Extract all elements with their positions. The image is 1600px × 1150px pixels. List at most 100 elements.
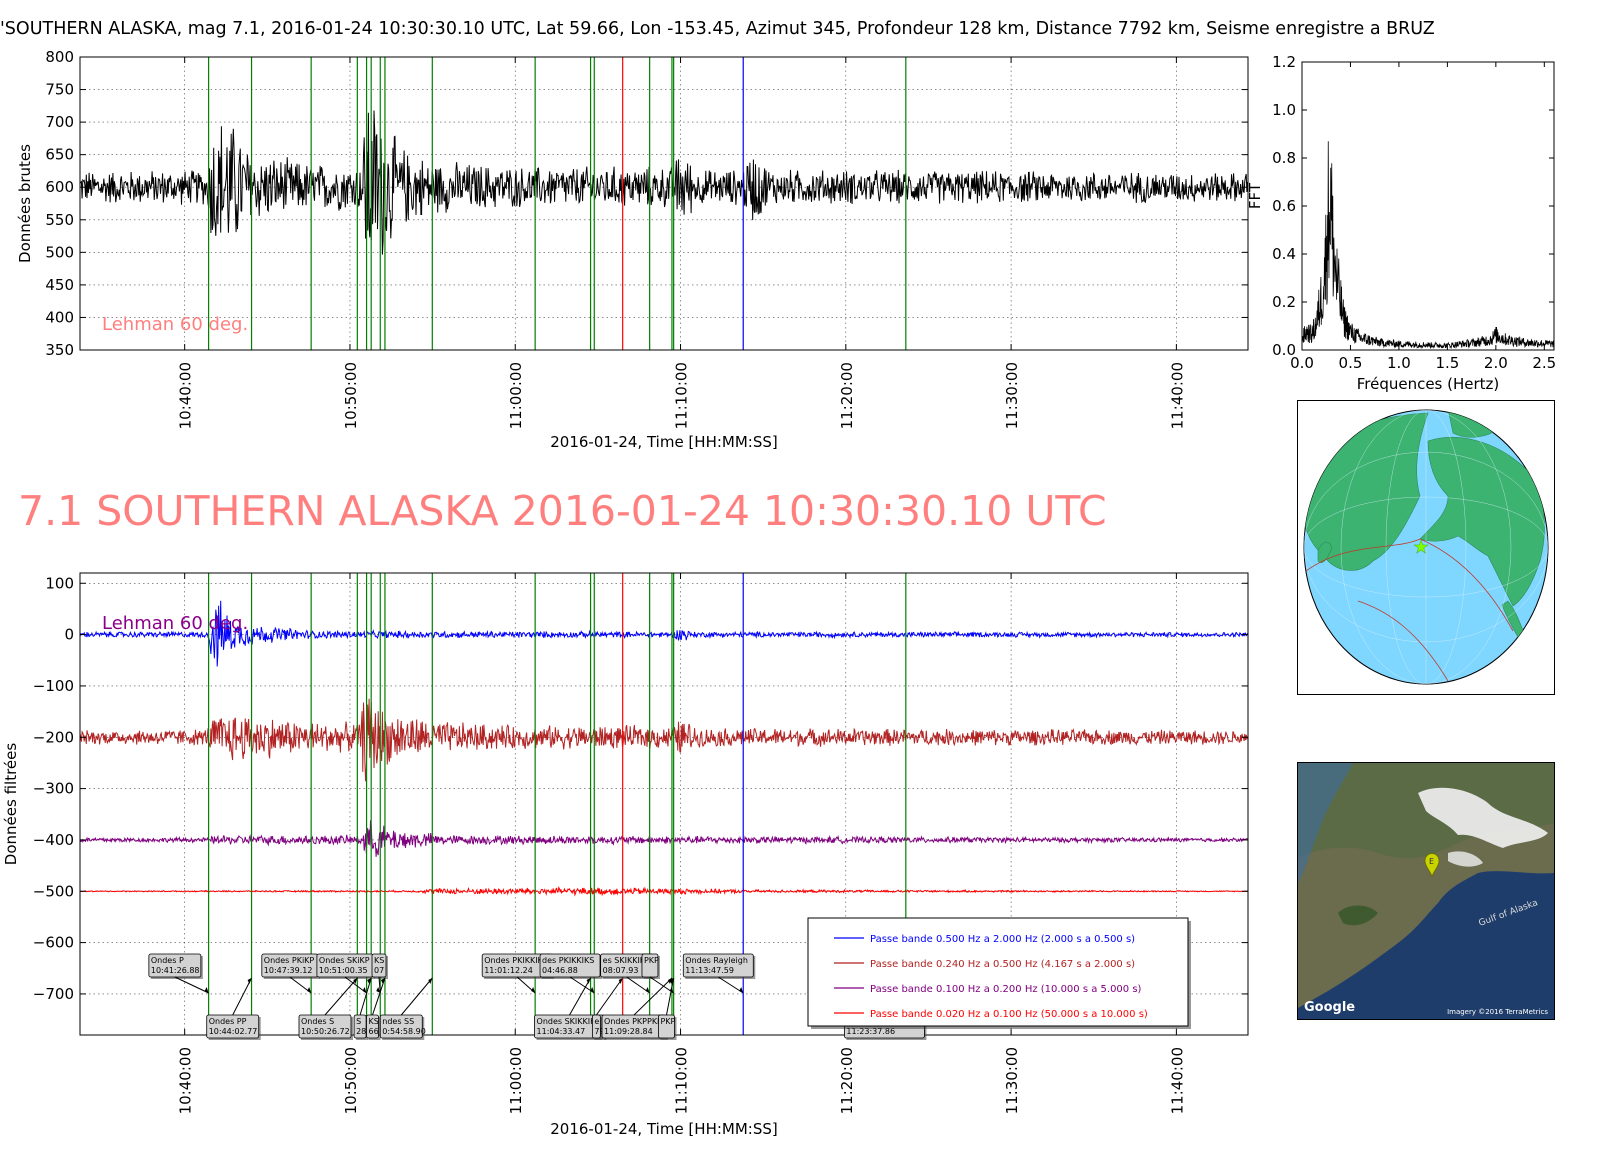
fft-x-tick-label: 0.0 (1290, 354, 1314, 372)
x-tick-label: 10:50:00 (342, 362, 360, 429)
y-tick-label: −700 (33, 985, 74, 1003)
satellite-map: Gulf of Alaska E Google Imagery ©2016 Te… (1298, 763, 1554, 1019)
waveform-series-2 (80, 698, 1248, 782)
legend: Passe bande 0.500 Hz a 2.000 Hz (2.000 s… (807, 917, 1191, 1029)
phase-label-time: 10:50:26.72 (301, 1027, 350, 1036)
x-tick-label: 11:10:00 (673, 1047, 691, 1114)
phase-label-time: 0:54:58.90 (382, 1027, 426, 1036)
y-tick-label: −400 (33, 831, 74, 849)
x-tick-label: 11:20:00 (838, 362, 856, 429)
svg-text:E: E (1429, 857, 1434, 866)
waveform-series-4 (80, 885, 1248, 897)
phase-label-9: ndes SS0:54:58.90 (379, 977, 433, 1040)
x-tick-label: 11:20:00 (838, 1047, 856, 1114)
phase-label-time: 28 (356, 1027, 366, 1036)
y-tick-label: 100 (45, 574, 74, 592)
fft-curve (1302, 141, 1554, 350)
fft-y-tick-label: 0.4 (1272, 245, 1296, 263)
x-axis-label: 2016-01-24, Time [HH:MM:SS] (550, 1120, 777, 1138)
y-tick-label: −200 (33, 728, 74, 746)
phase-label-name: Ondes S (301, 1017, 334, 1026)
y-tick-label: 400 (45, 308, 74, 326)
location-marker-icon: E (1424, 853, 1440, 878)
x-tick-label: 11:40:00 (1168, 1047, 1186, 1114)
fft-y-axis-label: FFT (1246, 182, 1264, 209)
globe-panel: ★ (1297, 400, 1555, 695)
x-tick-label: 10:40:00 (177, 1047, 195, 1114)
imagery-credit: Imagery ©2016 TerraMetrics (1447, 1008, 1548, 1016)
phase-label-time: 07 (374, 966, 384, 975)
phase-label-15: PKP (641, 953, 674, 994)
y-tick-label: −600 (33, 934, 74, 952)
x-axis-label: 2016-01-24, Time [HH:MM:SS] (550, 433, 777, 451)
y-tick-label: 450 (45, 276, 74, 294)
phase-label-time: 10:47:39.12 (264, 966, 313, 975)
legend-entry: Passe bande 0.020 Hz a 0.100 Hz (50.000 … (870, 1009, 1148, 1020)
waveform-series-1 (80, 110, 1248, 255)
star-icon: ★ (1413, 537, 1429, 558)
fft-x-axis-label: Fréquences (Hertz) (1357, 375, 1500, 393)
phase-label-name: Ondes SKiKP (319, 956, 370, 965)
raw-seismogram-chart: 10:40:00 10:50:00 11:00:00 11:10:00 11:20:00… (16, 48, 1249, 451)
y-axis-label: Données filtrées (2, 743, 20, 866)
phase-label-name: Ondes PKiKP (264, 956, 315, 965)
phase-label-time: 11:04:33.47 (537, 1027, 586, 1036)
event-title: 7.1 SOUTHERN ALASKA 2016-01-24 10:30:30.… (18, 487, 1107, 535)
phase-label-name: ndes SS (382, 1017, 414, 1026)
y-axis-label: Données brutes (16, 144, 34, 263)
fft-x-tick-label: 1.0 (1387, 354, 1411, 372)
plot-frame (79, 56, 1249, 351)
phase-label-name: des PKIKKIKS (542, 956, 594, 965)
fft-y-tick-label: 1.0 (1272, 101, 1296, 119)
y-tick-label: 550 (45, 211, 74, 229)
x-tick-label: 11:30:00 (1003, 362, 1021, 429)
phase-label-time: 10:44:02.77 (209, 1027, 258, 1036)
phase-label-name: es SKIKKIKS (603, 956, 651, 965)
fft-spectrum-chart: 0.0 0.5 1.0 1.5 2.0 2.5 0.0 0.2 0.4 0.6 0.8 1.0 1.2 F… (1246, 53, 1556, 393)
globe-map: ★ (1303, 409, 1549, 685)
waveform-series-3 (80, 820, 1248, 857)
phase-label-time: 10:51:00.35 (319, 966, 368, 975)
y-tick-label: −500 (33, 882, 74, 900)
fft-x-tick-label: 0.5 (1339, 354, 1363, 372)
phase-label-name: Ondes PKPPKP (604, 1017, 662, 1026)
y-tick-label: 650 (45, 146, 74, 164)
phase-label-name: Ondes PP (209, 1017, 247, 1026)
phase-label-time: 10:41:26.88 (151, 966, 200, 975)
legend-entry: Passe bande 0.240 Hz a 0.500 Hz (4.167 s… (870, 959, 1135, 970)
phase-label-name: KS (368, 1017, 378, 1026)
y-tick-label: 700 (45, 113, 74, 131)
x-tick-label: 11:00:00 (507, 362, 525, 429)
x-tick-label: 11:40:00 (1168, 362, 1186, 429)
info-header: 'SOUTHERN ALASKA, mag 7.1, 2016-01-24 10… (0, 19, 1435, 39)
x-tick-label: 11:30:00 (1003, 1047, 1021, 1114)
phase-label-13: e79 (591, 977, 624, 1040)
fft-y-tick-label: 1.2 (1272, 53, 1296, 71)
lehman-annotation: Lehman 60 deg. (102, 613, 248, 634)
phase-label-name: Ondes P (151, 956, 184, 965)
y-tick-label: 0 (64, 626, 74, 644)
phase-label-name: Ondes SKIKKIKP (537, 1017, 601, 1026)
fft-y-tick-label: 0.0 (1272, 341, 1296, 359)
phase-label-time: 04:46.88 (542, 966, 578, 975)
fft-plot-area (1302, 62, 1554, 350)
phase-label-17: PKP (658, 977, 677, 1040)
y-tick-label: −100 (33, 677, 74, 695)
fft-x-tick-label: 1.5 (1435, 354, 1459, 372)
lehman-annotation: Lehman 60 deg. (102, 314, 248, 335)
fft-x-tick-label: 2.5 (1532, 354, 1556, 372)
phase-label-time: 08:07.93 (603, 966, 639, 975)
phase-label-name: e (594, 1017, 599, 1026)
y-tick-label: 500 (45, 243, 74, 261)
phase-label-time: 11:13:47.59 (685, 966, 734, 975)
